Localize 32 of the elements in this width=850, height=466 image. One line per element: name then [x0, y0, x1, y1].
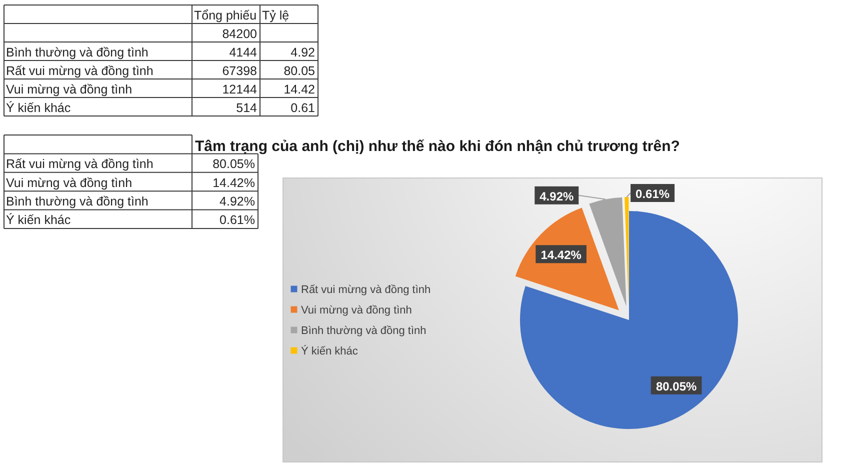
text: Tổng phiếu — [194, 8, 257, 22]
category-label: Ý kiến khác — [6, 213, 71, 228]
data-label: 0.61% — [636, 187, 670, 202]
text: Tỷ lệ — [262, 8, 290, 22]
text: 80.05 — [284, 64, 316, 78]
data-label: 4.92% — [540, 189, 574, 204]
text: 14.42% — [212, 176, 255, 190]
text: 4.92 — [290, 45, 316, 60]
chart-title: Tâm trạng của anh (chị) như thế nào khi đón nhận chủ trương trên? — [195, 138, 680, 155]
text: Ý kiến khác — [6, 100, 71, 115]
text: 80.05% — [212, 157, 255, 172]
text: 514 — [236, 100, 258, 115]
text: 14.42 — [284, 82, 316, 96]
category-label: Vui mừng và đồng tình — [6, 176, 132, 190]
legend-label: Bình thường và đồng tình — [301, 325, 426, 337]
legend-label: Rất vui mừng và đồng tình — [301, 284, 431, 296]
category-label: Rất vui mừng và đồng tình — [6, 157, 154, 172]
text: Vui mừng và đồng tình — [6, 82, 132, 96]
text: 0.61 — [290, 100, 316, 115]
text: Bình thường và đồng tình — [6, 45, 148, 60]
data-label: 14.42% — [540, 248, 582, 262]
legend-label: Ý kiến khác — [301, 344, 358, 358]
text: 84200 — [222, 26, 258, 41]
text: Rất vui mừng và đồng tình — [6, 64, 154, 78]
text: 12144 — [222, 82, 258, 96]
text: 0.61% — [220, 213, 255, 228]
text: 4144 — [229, 45, 258, 60]
legend-label: Vui mừng và đồng tình — [301, 304, 412, 316]
data-label: 80.05% — [656, 379, 697, 394]
category-label: Bình thường và đồng tình — [6, 194, 148, 208]
text: 67398 — [222, 64, 258, 78]
text: 4.92% — [220, 194, 255, 208]
